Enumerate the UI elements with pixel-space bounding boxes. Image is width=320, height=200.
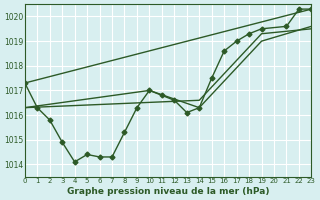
X-axis label: Graphe pression niveau de la mer (hPa): Graphe pression niveau de la mer (hPa) <box>67 187 269 196</box>
